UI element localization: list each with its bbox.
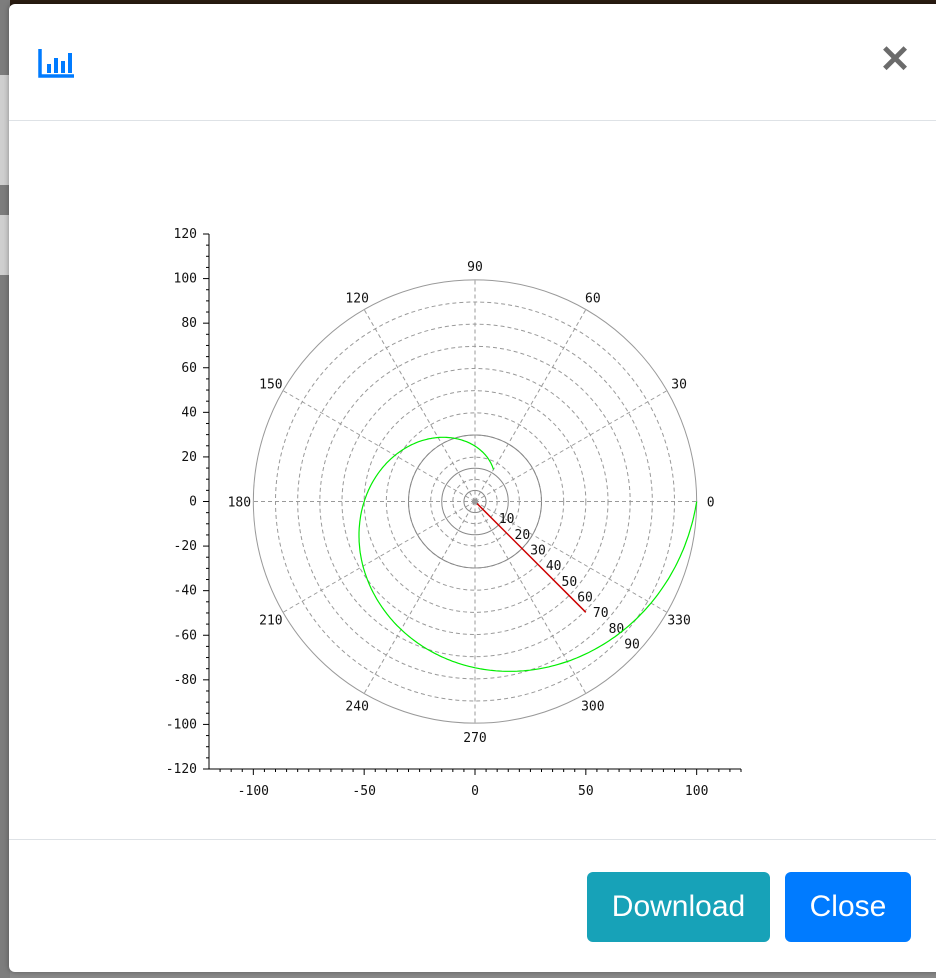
y-tick-label: 100 [174,272,197,287]
angle-label: 0 [707,496,715,511]
radial-label: 90 [624,638,640,653]
background-topbar [0,0,936,6]
polar-center [472,498,478,505]
background-sidebar [0,0,10,978]
y-tick-label: -60 [174,628,197,643]
x-tick-label: 100 [685,784,708,799]
polar-grid-circle [385,412,565,591]
spiral-series-line [358,436,698,672]
y-tick-label: 120 [174,227,197,242]
y-tick-label: 0 [189,495,197,510]
angle-label: 330 [667,613,690,628]
y-tick-label: 20 [181,450,197,465]
bar-chart-icon [38,49,74,78]
polar-spoke [282,390,476,502]
polar-grid-circle [441,467,509,536]
chart-modal: ✕ 120 100 80 60 40 20 0 -20 -40 -60 -80 -100 -120 -10… [9,4,936,972]
angle-label: 30 [671,378,687,393]
angle-label: 240 [345,700,368,715]
x-tick-label: -100 [238,784,269,799]
radial-label: 30 [530,544,546,559]
x-tick-label: -50 [352,784,375,799]
polar-spoke [363,501,476,694]
angle-label: 180 [228,496,251,511]
polar-grid-circle [463,489,487,514]
close-icon[interactable]: ✕ [879,39,911,81]
polar-grid-circle [363,390,587,613]
x-tick-label: 0 [471,784,479,799]
y-tick-label: -100 [166,717,197,732]
radial-label: 20 [515,528,531,543]
x-tick-label: 50 [578,784,594,799]
polar-spoke [474,390,668,502]
y-tick-label: 40 [181,405,197,420]
y-tick-label: -40 [174,584,197,599]
y-tick-label: -20 [174,539,197,554]
radial-label: 40 [546,559,562,574]
y-tick-label: 60 [181,361,197,376]
polar-spoke [474,309,587,502]
close-button[interactable]: Close [785,872,911,942]
angle-label: 270 [463,731,486,746]
modal-body: 120 100 80 60 40 20 0 -20 -40 -60 -80 -100 -120 -100-… [9,121,936,839]
radial-label: 60 [577,591,593,606]
polar-chart: 120100806040200-20-40-60-80-100-120-100-… [166,227,742,799]
angle-label: 300 [581,700,604,715]
modal-footer: Download Close [9,839,936,973]
radial-axis [474,500,587,613]
polar-spoke [474,501,668,613]
y-tick-label: -80 [174,673,197,688]
y-tick-label: -120 [166,762,197,777]
radial-label: 70 [593,606,609,621]
download-button[interactable]: Download [587,872,770,942]
angle-label: 150 [259,378,282,393]
angle-label: 90 [467,260,483,275]
y-tick-label: 80 [181,316,197,331]
radial-label: 10 [499,512,515,527]
polar-spoke [363,309,476,502]
radial-label: 80 [609,622,625,637]
angle-label: 60 [585,291,601,306]
angle-label: 210 [259,613,282,628]
radial-label: 50 [562,575,578,590]
angle-label: 120 [345,291,368,306]
polar-spoke [282,501,476,613]
modal-header: ✕ [9,4,936,121]
